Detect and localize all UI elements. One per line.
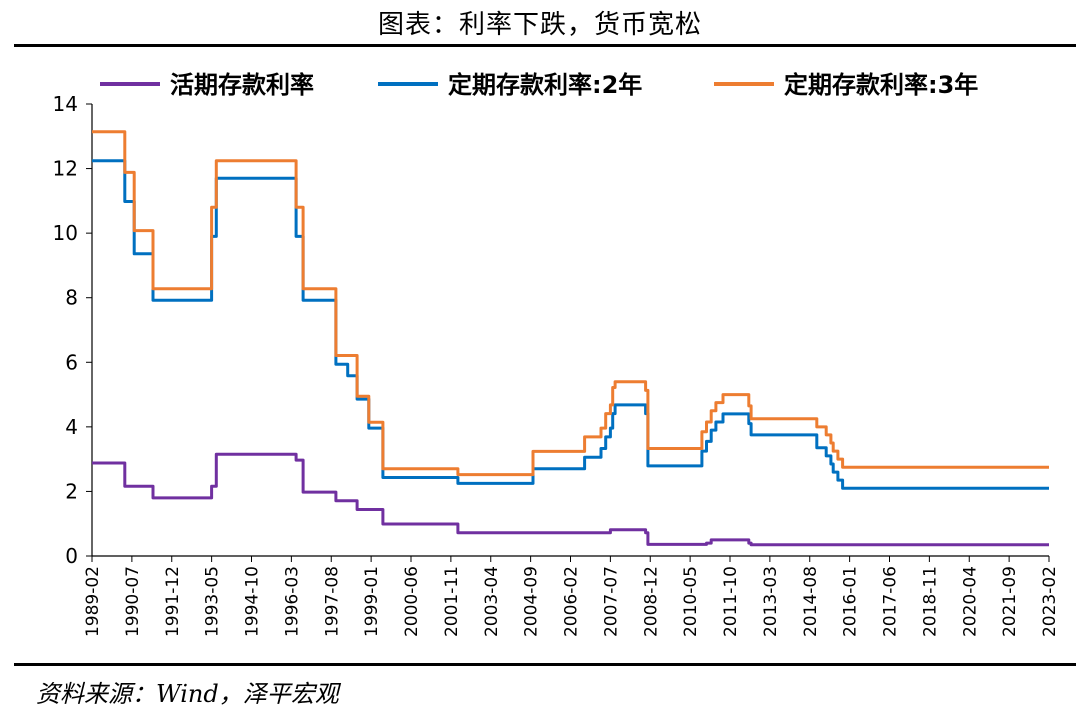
x-tick-label: 1994-10 [243, 566, 263, 637]
y-tick-label: 0 [65, 544, 78, 568]
x-tick-label: 1997-08 [322, 566, 342, 637]
x-tick-label: 2011-10 [721, 566, 741, 637]
series-lines [92, 130, 1049, 547]
x-tick-label: 2010-05 [681, 566, 701, 637]
y-tick-label: 6 [65, 350, 78, 374]
legend: 活期存款利率 定期存款利率:2年 定期存款利率:3年 [100, 71, 978, 99]
x-tick-label: 2013-03 [761, 566, 781, 637]
x-tick-label: 1990-07 [123, 566, 143, 637]
series-line-3 [92, 130, 1049, 477]
x-axis: 1989-02 1990-07 1991-12 1993-05 1994-10 1996-… [83, 555, 1060, 637]
y-tick-label: 8 [65, 286, 78, 310]
y-axis: 0 2 4 6 8 10 12 14 [53, 92, 93, 568]
legend-label-2: 定期存款利率:2年 [448, 71, 642, 99]
y-tick-label: 4 [65, 415, 78, 439]
x-tick-label: 2021-09 [1000, 566, 1020, 637]
legend-label-1: 活期存款利率 [170, 71, 314, 99]
x-tick-label: 2023-02 [1040, 566, 1060, 637]
bottom-rule [14, 663, 1076, 666]
top-rule [14, 44, 1076, 47]
chart-title: 图表：利率下跌，货币宽松 [377, 10, 702, 40]
x-tick-label: 2004-09 [522, 566, 542, 637]
x-tick-label: 2017-06 [881, 566, 901, 637]
y-tick-label: 2 [65, 479, 78, 503]
source-note: 资料来源：Wind，泽平宏观 [36, 680, 339, 708]
x-tick-label: 2003-04 [482, 566, 502, 637]
y-tick-label: 12 [53, 157, 78, 181]
series-line-1 [92, 452, 1049, 547]
x-tick-label: 2007-07 [601, 566, 621, 637]
y-tick-label: 10 [53, 221, 78, 245]
x-tick-label: 2000-06 [402, 566, 422, 637]
x-tick-label: 2018-11 [920, 566, 940, 637]
x-tick-label: 1996-03 [282, 566, 302, 637]
x-tick-label: 1991-12 [163, 566, 183, 637]
x-tick-label: 2014-08 [801, 566, 821, 637]
x-tick-label: 2008-12 [641, 566, 661, 637]
x-tick-label: 2006-02 [562, 566, 582, 637]
legend-label-3: 定期存款利率:3年 [784, 71, 978, 99]
series-line-2 [92, 159, 1049, 490]
x-tick-label: 1989-02 [83, 566, 103, 637]
x-tick-label: 1993-05 [203, 566, 223, 637]
y-tick-label: 14 [53, 92, 78, 116]
x-tick-label: 2001-11 [442, 566, 462, 637]
x-tick-label: 2016-01 [841, 566, 861, 637]
x-tick-label: 1999-01 [362, 566, 382, 637]
x-tick-label: 2020-04 [960, 566, 980, 637]
